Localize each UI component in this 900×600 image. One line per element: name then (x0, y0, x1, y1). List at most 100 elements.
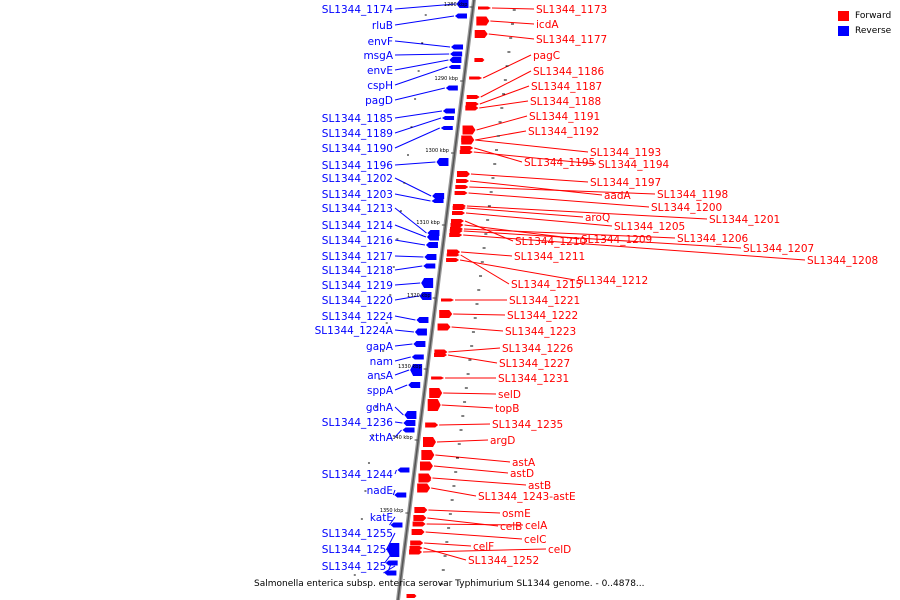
forward-gene-label[interactable]: SL1344_1210 (515, 236, 586, 248)
reverse-gene-label[interactable]: SL1344_1217 (322, 251, 393, 263)
forward-gene-connector (469, 186, 656, 195)
forward-gene-label[interactable]: SL1344_1186 (533, 66, 605, 78)
reverse-gene-connector (394, 356, 411, 362)
reverse-gene-label[interactable]: msgA (363, 50, 393, 62)
reverse-gene-label[interactable]: envF (368, 36, 393, 48)
forward-gene-label[interactable]: SL1344_1205 (614, 221, 685, 233)
reverse-gene-connector (394, 265, 423, 271)
reverse-gene-label[interactable]: xthA (369, 432, 394, 444)
reverse-gene-label[interactable]: sppA (367, 385, 394, 397)
forward-gene-label[interactable]: SL1344_1221 (509, 295, 580, 307)
reverse-gene-label[interactable]: SL1344_1214 (322, 220, 394, 232)
forward-gene-label[interactable]: SL1344_1252 (468, 555, 539, 567)
forward-gene-label[interactable]: SL1344_1198 (657, 189, 728, 201)
forward-gene-label[interactable]: SL1344_1208 (807, 255, 878, 267)
forward-gene-label[interactable]: SL1344_1191 (529, 111, 600, 123)
forward-gene-label[interactable]: SL1344_1200 (651, 202, 722, 214)
reverse-gene-label[interactable]: pagD (365, 95, 393, 107)
forward-gene-label[interactable]: pagC (533, 50, 560, 62)
reverse-gene-label[interactable]: SL1344_1220 (322, 295, 393, 307)
forward-gene-label[interactable]: argD (490, 435, 515, 447)
forward-gene-label[interactable]: icdA (536, 19, 559, 31)
reverse-gene-label[interactable]: SL1344_1196 (322, 160, 394, 172)
forward-gene-label[interactable]: SL1344_1188 (530, 96, 601, 108)
reverse-gene-label[interactable]: SL1344_1236 (322, 417, 394, 429)
reverse-gene-label[interactable]: SL1344_1174 (322, 4, 394, 16)
forward-gene-label[interactable]: astD (510, 468, 534, 480)
reverse-gene-connector (394, 161, 436, 166)
forward-gene-label[interactable]: osmE (502, 508, 531, 520)
forward-gene-label[interactable]: SL1344_1194 (598, 159, 670, 171)
forward-gene-label[interactable]: celF (473, 541, 494, 553)
forward-gene-label[interactable]: SL1344_1209 (581, 234, 652, 246)
reverse-gene-label[interactable]: SL1344_1255 (322, 528, 393, 540)
reverse-gene-label[interactable]: SL1344_1218 (322, 265, 393, 277)
forward-gene-label[interactable]: SL1344_1222 (507, 310, 578, 322)
forward-gene-connector (470, 173, 589, 183)
reverse-gene-label[interactable]: SL1344_1185 (322, 113, 393, 125)
forward-gene-label[interactable]: SL1344_1193 (590, 147, 661, 159)
legend-reverse-label: Reverse (855, 25, 892, 36)
reverse-gene-label[interactable]: cspH (367, 80, 393, 92)
forward-gene-glyph (466, 95, 480, 99)
reverse-gene-label[interactable]: nadE (367, 485, 393, 497)
reverse-gene-glyph (450, 51, 463, 57)
forward-gene-label[interactable]: SL1344_1231 (498, 373, 569, 385)
reverse-gene-label[interactable]: gdhA (366, 402, 394, 414)
forward-gene-label[interactable]: SL1344_1187 (531, 81, 602, 93)
forward-gene-label[interactable]: selD (498, 389, 521, 401)
reverse-gene-label[interactable]: gapA (366, 341, 394, 353)
reverse-gene-glyph (397, 467, 410, 473)
reverse-gene-label[interactable]: nam (370, 356, 393, 368)
reverse-gene-label[interactable]: SL1344_1213 (322, 203, 393, 215)
forward-gene-label[interactable]: SL1344_1177 (536, 34, 607, 46)
forward-gene-label[interactable]: celC (524, 534, 546, 546)
forward-gene-connector (447, 354, 498, 364)
reverse-gene-label[interactable]: katE (370, 512, 393, 524)
forward-gene-label[interactable]: SL1344_1197 (590, 177, 661, 189)
forward-gene-label[interactable]: aadA (604, 190, 632, 202)
reverse-gene-label[interactable]: SL1344_1224 (322, 311, 394, 323)
forward-gene-label[interactable]: SL1344_1226 (502, 343, 574, 355)
reverse-gene-label[interactable]: SL1344_1257 (322, 561, 393, 573)
forward-gene-label[interactable]: SL1344_1192 (528, 126, 599, 138)
forward-gene-label[interactable]: SL1344_1207 (743, 243, 814, 255)
reverse-gene-label[interactable]: SL1344_1189 (322, 128, 393, 140)
forward-gene-label[interactable]: SL1344_1206 (677, 233, 749, 245)
reverse-gene-label[interactable]: SL1344_1202 (322, 173, 393, 185)
forward-gene-label[interactable]: astA (512, 457, 536, 469)
forward-gene-label[interactable]: SL1344_1173 (536, 4, 607, 16)
forward-gene-label[interactable]: SL1344_1195 (524, 157, 595, 169)
forward-gene-label[interactable]: SL1344_1227 (499, 358, 570, 370)
reverse-gene-label[interactable]: SL1344_1190 (322, 143, 393, 155)
forward-gene-glyph (461, 138, 475, 142)
forward-gene-label[interactable]: SL1344_1212 (577, 275, 648, 287)
reverse-gene-label[interactable]: SL1344_1203 (322, 189, 393, 201)
reverse-gene-connector (394, 177, 432, 197)
forward-gene-connector (424, 542, 472, 547)
reverse-gene-label[interactable]: SL1344_1224A (315, 325, 394, 337)
reverse-gene-label[interactable]: SL1344_1219 (322, 280, 393, 292)
forward-gene-label[interactable]: celA (525, 520, 548, 532)
reverse-gene-glyph (416, 317, 429, 323)
reverse-gene-label[interactable]: SL1344_1256 (322, 544, 394, 556)
forward-gene-label[interactable]: SL1344_1201 (709, 214, 780, 226)
forward-gene-label[interactable]: celB (500, 521, 522, 533)
forward-gene-label[interactable]: SL1344_1243-astE (478, 491, 576, 503)
forward-gene-glyph (425, 422, 439, 428)
forward-gene-label[interactable]: topB (495, 403, 519, 415)
forward-gene-glyph (454, 191, 468, 195)
reverse-gene-connector (394, 469, 397, 475)
reverse-gene-label[interactable]: rluB (372, 20, 393, 32)
forward-gene-label[interactable]: SL1344_1215 (511, 279, 582, 291)
reverse-gene-label[interactable]: ansA (367, 370, 394, 382)
forward-gene-label[interactable]: celD (548, 544, 571, 556)
forward-gene-label[interactable]: SL1344_1211 (514, 251, 585, 263)
forward-gene-label[interactable]: SL1344_1235 (492, 419, 563, 431)
reverse-gene-label[interactable]: envE (367, 65, 393, 77)
forward-gene-label[interactable]: aroQ (585, 212, 610, 224)
reverse-gene-label[interactable]: SL1344_1244 (322, 469, 394, 481)
forward-gene-label[interactable]: astB (528, 480, 551, 492)
reverse-gene-label[interactable]: SL1344_1216 (322, 235, 394, 247)
forward-gene-label[interactable]: SL1344_1223 (505, 326, 576, 338)
